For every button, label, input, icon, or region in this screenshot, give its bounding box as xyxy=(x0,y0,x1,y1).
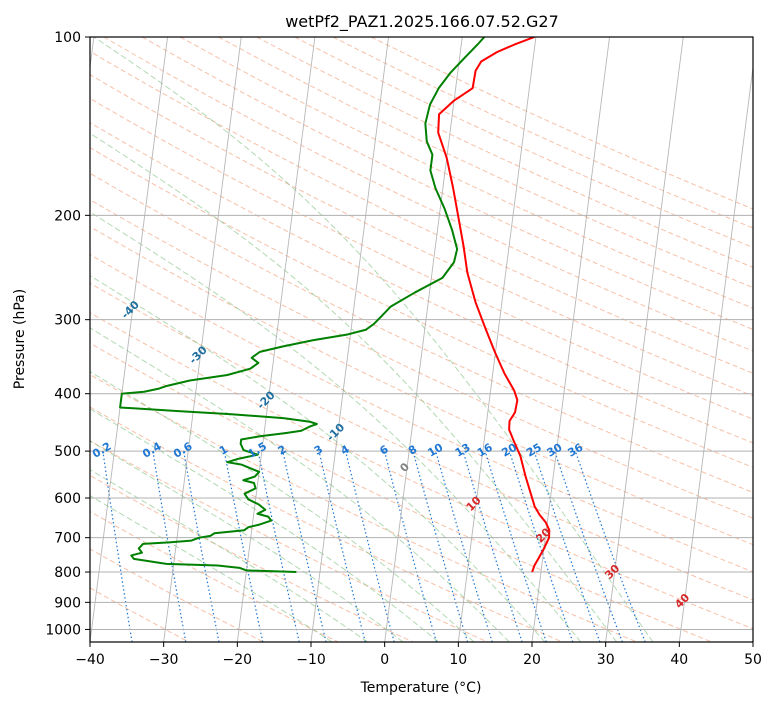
isotherm-line xyxy=(236,37,316,642)
dry-adiabat-line xyxy=(90,282,753,601)
pressure-gridlines xyxy=(90,37,753,630)
y-axis-label: Pressure (hPa) xyxy=(12,289,28,389)
y-tick-label: 800 xyxy=(54,565,81,581)
mixing-ratio-line xyxy=(257,450,300,642)
mixing-ratio-line xyxy=(462,450,523,642)
plot-area: 0.10.20.40.611.52346810131620253036-100-… xyxy=(90,37,753,642)
moist-adiabat-line xyxy=(90,371,475,642)
dry-adiabat-line xyxy=(90,199,753,519)
x-tick-label: −20 xyxy=(223,652,253,668)
isotherm-line xyxy=(678,63,753,642)
x-tick-label: 40 xyxy=(670,652,688,668)
mixing-ratio-line xyxy=(383,450,437,642)
x-tick-label: 30 xyxy=(597,652,615,668)
moist-adiabat-line xyxy=(90,408,439,642)
mixing-ratio-line xyxy=(508,450,574,642)
x-tick-label: −30 xyxy=(149,652,179,668)
dry-adiabat-line xyxy=(90,226,753,546)
isotherm-line xyxy=(384,37,463,642)
dry-adiabat-line xyxy=(90,147,753,468)
dry-adiabat-line xyxy=(90,440,488,642)
y-tick-label: 400 xyxy=(54,387,81,403)
dry-adiabat-line xyxy=(90,172,753,494)
mixing-ratio-line xyxy=(223,450,264,642)
y-tick-label: 1000 xyxy=(45,622,81,638)
y-tick-label: 200 xyxy=(54,208,81,224)
dry-adiabat-line xyxy=(90,50,753,374)
mixing-ratio-line xyxy=(484,450,547,642)
x-tick-label: 10 xyxy=(449,652,467,668)
dry-adiabat-line xyxy=(141,37,753,330)
mixing-ratio-line xyxy=(435,450,493,642)
isotherm-line xyxy=(90,37,169,642)
x-tick-label: 0 xyxy=(380,652,389,668)
profile-series xyxy=(119,37,551,574)
moist-adiabat-line xyxy=(90,132,618,642)
mixing-ratio-line xyxy=(554,450,623,642)
x-axis-label: Temperature (°C) xyxy=(360,680,482,696)
mixing-ratio-line xyxy=(533,450,601,642)
dry-adiabat-line xyxy=(90,342,712,642)
x-tick-label: −10 xyxy=(296,652,326,668)
y-tick-label: 700 xyxy=(54,531,81,547)
isotherm-line xyxy=(605,37,684,642)
y-tick-label: 600 xyxy=(54,491,81,507)
x-tick-label: −40 xyxy=(75,652,105,668)
plot-frame xyxy=(89,36,754,643)
moist-adiabat-line xyxy=(90,327,510,642)
moist-adiabat-line xyxy=(93,37,654,642)
chart-title: wetPf2_PAZ1.2025.166.07.52.G27 xyxy=(285,12,559,32)
x-tick-label: 50 xyxy=(744,652,762,668)
dewpoint-profile xyxy=(119,37,486,574)
moist-adiabat-line xyxy=(90,211,582,642)
dry-adiabat-line xyxy=(90,406,563,642)
y-tick-label: 500 xyxy=(54,444,81,460)
isotherm-line xyxy=(457,37,537,642)
dry-adiabats xyxy=(90,37,753,642)
dry-adiabat-line xyxy=(90,122,753,444)
axis-ticks: −40 −30 −20 −10 0 10 20 30 40 50 100 200 300 400 500 60… xyxy=(45,30,762,668)
mixing-ratio-line xyxy=(412,450,469,642)
dry-adiabat-line xyxy=(180,37,753,309)
dry-adiabat-line xyxy=(90,74,753,397)
dry-adiabat-line xyxy=(90,374,638,642)
moist-adiabat-line xyxy=(90,440,404,642)
isotherm-line xyxy=(310,37,390,642)
x-tick-label: 20 xyxy=(523,652,541,668)
mixing-ratio-line xyxy=(282,450,327,642)
dry-adiabat-line xyxy=(90,474,414,642)
y-tick-label: 900 xyxy=(54,595,81,611)
moist-adiabats xyxy=(90,37,654,642)
dry-adiabat-line xyxy=(90,587,190,642)
dry-adiabat-line xyxy=(90,548,264,642)
y-tick-label: 100 xyxy=(54,30,81,46)
mixing-ratio-line xyxy=(318,450,366,642)
moist-adiabat-line xyxy=(90,469,368,642)
isotherm-line xyxy=(531,37,611,642)
mixing-ratio-line xyxy=(574,450,646,642)
moist-adiabat-line xyxy=(90,275,546,642)
y-tick-label: 300 xyxy=(54,313,81,329)
temperature-profile xyxy=(437,37,551,573)
